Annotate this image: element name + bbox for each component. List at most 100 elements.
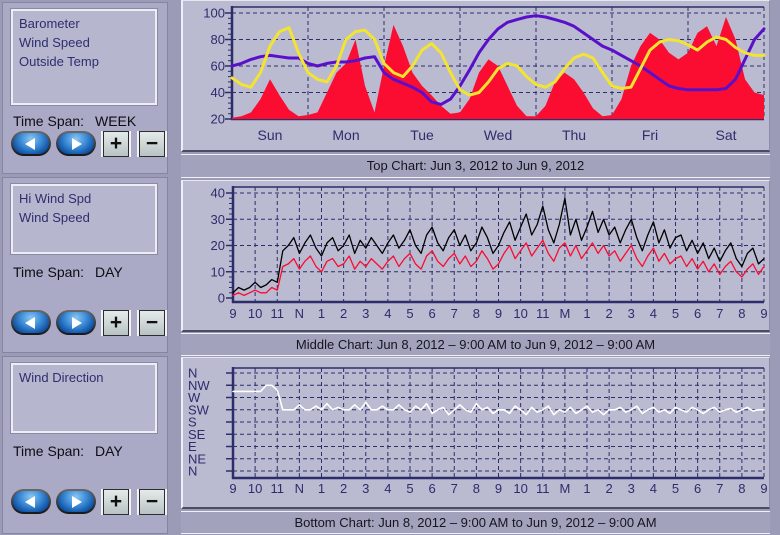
svg-text:3: 3: [628, 481, 635, 496]
zoom-out-button[interactable]: −: [139, 131, 165, 157]
svg-text:N: N: [295, 481, 304, 496]
svg-text:E: E: [188, 439, 197, 454]
svg-text:3: 3: [628, 306, 635, 321]
sidebar-section-middle-chart: Hi Wind Spd Wind Speed Time Span: DAY + …: [2, 177, 168, 353]
zoom-in-button[interactable]: +: [103, 131, 129, 157]
legend-item[interactable]: Wind Speed: [19, 210, 90, 225]
svg-text:N: N: [188, 464, 197, 479]
next-period-button[interactable]: [56, 131, 96, 156]
legend-item[interactable]: Wind Direction: [19, 370, 104, 385]
zoom-in-button[interactable]: +: [103, 489, 129, 515]
svg-text:7: 7: [716, 481, 723, 496]
svg-text:Fri: Fri: [642, 127, 658, 143]
svg-text:Thu: Thu: [562, 127, 586, 143]
svg-text:2: 2: [340, 306, 347, 321]
caption-text: Middle Chart: Jun 8, 2012 – 9:00 AM to J…: [295, 337, 656, 352]
next-period-button[interactable]: [56, 489, 96, 514]
left-arrow-icon: [25, 495, 35, 508]
svg-text:4: 4: [384, 306, 391, 321]
svg-text:SW: SW: [188, 402, 210, 417]
svg-text:M: M: [559, 481, 570, 496]
prev-period-button[interactable]: [11, 489, 51, 514]
time-span-label: Time Span:: [13, 264, 85, 280]
svg-text:Sat: Sat: [715, 127, 736, 143]
prev-period-button[interactable]: [11, 131, 51, 156]
chart-panel-middle: 0 10 20 30 40 9 10 11 N 1 2 3 4 5 6 7 8 9 10 11 M 1 2 3 4 5 6 7 8 9: [181, 180, 770, 332]
svg-text:11: 11: [271, 481, 285, 496]
time-span-label: Time Span:: [13, 113, 85, 129]
svg-text:S: S: [188, 415, 197, 430]
svg-text:11: 11: [536, 306, 550, 321]
svg-text:3: 3: [362, 481, 369, 496]
svg-text:9: 9: [495, 306, 502, 321]
svg-text:100: 100: [203, 6, 225, 21]
middle-chart-legend-list[interactable]: Hi Wind Spd Wind Speed: [10, 183, 158, 255]
legend-item[interactable]: Wind Speed: [19, 35, 90, 50]
svg-text:1: 1: [318, 306, 325, 321]
time-span-value: WEEK: [95, 113, 137, 129]
zoom-out-button[interactable]: −: [139, 489, 165, 515]
legend-item[interactable]: Hi Wind Spd: [19, 191, 92, 206]
svg-text:Sun: Sun: [258, 127, 283, 143]
svg-text:W: W: [188, 390, 201, 405]
svg-text:9: 9: [229, 306, 236, 321]
right-arrow-icon: [72, 495, 82, 508]
time-span-label: Time Span:: [13, 443, 85, 459]
prev-period-button[interactable]: [11, 310, 51, 335]
svg-text:5: 5: [406, 481, 413, 496]
svg-text:NE: NE: [188, 451, 206, 466]
bottom-chart-caption: Bottom Chart: Jun 8, 2012 – 9:00 AM to J…: [181, 511, 770, 534]
svg-text:7: 7: [451, 481, 458, 496]
legend-item[interactable]: Outside Temp: [19, 54, 99, 69]
svg-text:10: 10: [513, 481, 527, 496]
svg-text:4: 4: [384, 481, 391, 496]
zoom-out-button[interactable]: −: [139, 310, 165, 336]
caption-text: Top Chart: Jun 3, 2012 to Jun 9, 2012: [366, 158, 585, 173]
button-face: [13, 312, 49, 333]
zoom-in-button[interactable]: +: [103, 310, 129, 336]
button-face: [58, 133, 94, 154]
svg-text:10: 10: [211, 264, 225, 279]
left-arrow-icon: [25, 316, 35, 329]
svg-text:60: 60: [211, 59, 225, 74]
time-span-value: DAY: [95, 443, 123, 459]
svg-text:0: 0: [218, 291, 225, 306]
svg-text:2: 2: [340, 481, 347, 496]
legend-item[interactable]: Barometer: [19, 16, 80, 31]
button-face: [13, 491, 49, 512]
svg-text:NW: NW: [188, 378, 210, 393]
chart-panel-top: 20 40 60 80 100 Sun Mon Tue Wed Thu Fri Sat: [181, 0, 770, 152]
button-face: [58, 491, 94, 512]
svg-text:4: 4: [650, 306, 657, 321]
svg-text:6: 6: [694, 481, 701, 496]
svg-text:10: 10: [513, 306, 527, 321]
svg-text:20: 20: [211, 238, 225, 253]
top-chart-caption: Top Chart: Jun 3, 2012 to Jun 9, 2012: [181, 154, 770, 178]
right-arrow-icon: [72, 137, 82, 150]
svg-text:9: 9: [760, 306, 767, 321]
top-chart-legend-list[interactable]: Barometer Wind Speed Outside Temp: [10, 8, 158, 106]
svg-text:Wed: Wed: [484, 127, 513, 143]
svg-text:2: 2: [606, 306, 613, 321]
svg-text:N: N: [188, 366, 197, 381]
svg-text:N: N: [295, 306, 304, 321]
svg-text:11: 11: [536, 481, 550, 496]
svg-text:3: 3: [362, 306, 369, 321]
svg-text:1: 1: [583, 481, 590, 496]
svg-text:8: 8: [738, 481, 745, 496]
svg-text:5: 5: [672, 481, 679, 496]
sidebar-section-top-chart: Barometer Wind Speed Outside Temp Time S…: [2, 2, 168, 174]
svg-text:10: 10: [248, 481, 262, 496]
top-chart-plot[interactable]: 20 40 60 80 100 Sun Mon Tue Wed Thu Fri Sat: [183, 1, 769, 150]
svg-text:1: 1: [583, 306, 590, 321]
bottom-chart-legend-list[interactable]: Wind Direction: [10, 362, 158, 434]
next-period-button[interactable]: [56, 310, 96, 335]
svg-text:Mon: Mon: [332, 127, 359, 143]
middle-chart-caption: Middle Chart: Jun 8, 2012 – 9:00 AM to J…: [181, 333, 770, 356]
svg-text:9: 9: [229, 481, 236, 496]
svg-text:8: 8: [473, 306, 480, 321]
svg-text:20: 20: [211, 112, 225, 127]
